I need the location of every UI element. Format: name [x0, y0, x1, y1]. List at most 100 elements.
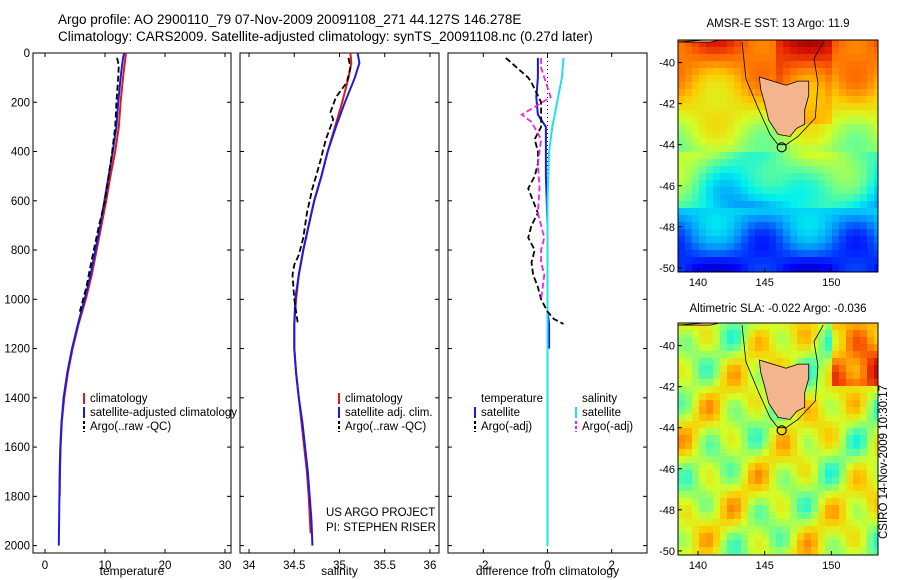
sla_map-cell — [692, 533, 699, 540]
sla_map-cell — [832, 386, 839, 393]
sst_map-cell — [748, 187, 755, 194]
sst_map-cell — [685, 194, 692, 201]
sla_map-cell — [699, 372, 706, 379]
sst_map-cell — [741, 166, 748, 173]
sst_map-cell — [867, 40, 874, 47]
sst_map-cell — [685, 208, 692, 215]
sst_map-cell — [769, 264, 776, 271]
sla_map-cell — [846, 428, 853, 435]
sla_map-cell — [734, 519, 741, 526]
sla_map-cell — [755, 547, 762, 554]
sst_map-cell — [720, 208, 727, 215]
sst_map-cell — [825, 173, 832, 180]
sla_map-cell — [741, 407, 748, 414]
sst_map-cell — [755, 257, 762, 264]
sst_map-cell — [874, 131, 878, 138]
temperature-series-satellite-adjusted-climatology — [57, 52, 126, 546]
sst_map-cell — [741, 208, 748, 215]
sla_map-cell — [874, 400, 878, 407]
sst_map-cell — [734, 138, 741, 145]
sla_map-cell — [734, 330, 741, 337]
sst_map-cell — [727, 75, 734, 82]
sst_map-cell — [748, 68, 755, 75]
sst_map-cell — [727, 82, 734, 89]
sst_map-cell — [741, 110, 748, 117]
sla_map-cell — [692, 463, 699, 470]
sla_map-cell — [839, 400, 846, 407]
sst_map-cell — [832, 68, 839, 75]
sla_map-cell — [846, 400, 853, 407]
sst_map-cell — [839, 229, 846, 236]
sst_map-cell — [706, 250, 713, 257]
sst_map-cell — [846, 124, 853, 131]
sst_map-cell — [783, 54, 790, 61]
sla_map-cell — [776, 351, 783, 358]
sst_map-cell — [804, 152, 811, 159]
sla_map-cell — [727, 477, 734, 484]
sla_map-cell — [741, 351, 748, 358]
sst_map-cell — [797, 229, 804, 236]
sst_map-cell — [867, 138, 874, 145]
sst_map-cell — [678, 222, 685, 229]
sst_map-cell — [713, 40, 720, 47]
sst_map-cell — [804, 40, 811, 47]
sst_map-cell — [790, 208, 797, 215]
sla_map-cell — [867, 470, 874, 477]
sla_map-cell — [776, 484, 783, 491]
sst_map-cell — [685, 187, 692, 194]
sst_map-cell — [860, 68, 867, 75]
sst_map-cell — [860, 110, 867, 117]
sst_map-cell — [839, 222, 846, 229]
sst_map-cell — [776, 215, 783, 222]
sla_map-cell — [825, 533, 832, 540]
sla_map-cell — [776, 519, 783, 526]
sla_map-cell — [797, 344, 804, 351]
sst_map-cell — [832, 89, 839, 96]
sla_map-cell — [748, 519, 755, 526]
sla_map-cell — [720, 498, 727, 505]
sla_map-cell — [776, 498, 783, 505]
sla_map-cell — [741, 365, 748, 372]
sla_map-cell — [860, 491, 867, 498]
sla_map-cell — [713, 358, 720, 365]
sla_map-cell — [804, 435, 811, 442]
sst_map-cell — [762, 47, 769, 54]
sla_map-cell — [727, 372, 734, 379]
sst_map-cell — [839, 145, 846, 152]
sla_map-cell — [853, 477, 860, 484]
sla_map-cell — [685, 442, 692, 449]
sla_map-xtick-label: 150 — [822, 560, 840, 572]
sst_map-cell — [706, 152, 713, 159]
sla_map-cell — [727, 323, 734, 330]
sst_map-cell — [825, 229, 832, 236]
sst_map-cell — [713, 138, 720, 145]
sla_map-cell — [741, 414, 748, 421]
sla_map-cell — [692, 372, 699, 379]
sla_map-cell — [727, 400, 734, 407]
sla_map-cell — [769, 337, 776, 344]
sst_map-cell — [839, 82, 846, 89]
sst_map-cell — [685, 243, 692, 250]
sla_map-cell — [797, 330, 804, 337]
sst_map-cell — [762, 229, 769, 236]
sla_map-cell — [769, 442, 776, 449]
sst_map-cell — [678, 47, 685, 54]
sst_map-cell — [853, 75, 860, 82]
sla_map-cell — [741, 372, 748, 379]
sla_map-cell — [713, 442, 720, 449]
sla_map-cell — [874, 449, 878, 456]
sst_map-cell — [720, 229, 727, 236]
sst_map-cell — [748, 236, 755, 243]
sla_map-cell — [720, 484, 727, 491]
sst_map-cell — [846, 68, 853, 75]
sst_map-cell — [853, 215, 860, 222]
sla_map-cell — [741, 484, 748, 491]
sst_map-cell — [860, 187, 867, 194]
sst_map-cell — [874, 110, 878, 117]
sla_map-cell — [727, 456, 734, 463]
sla_map-cell — [720, 442, 727, 449]
sst_map-cell — [818, 68, 825, 75]
sla_map-cell — [734, 512, 741, 519]
sst_map-ytick-label: -46 — [659, 181, 675, 193]
sst_map-cell — [804, 124, 811, 131]
